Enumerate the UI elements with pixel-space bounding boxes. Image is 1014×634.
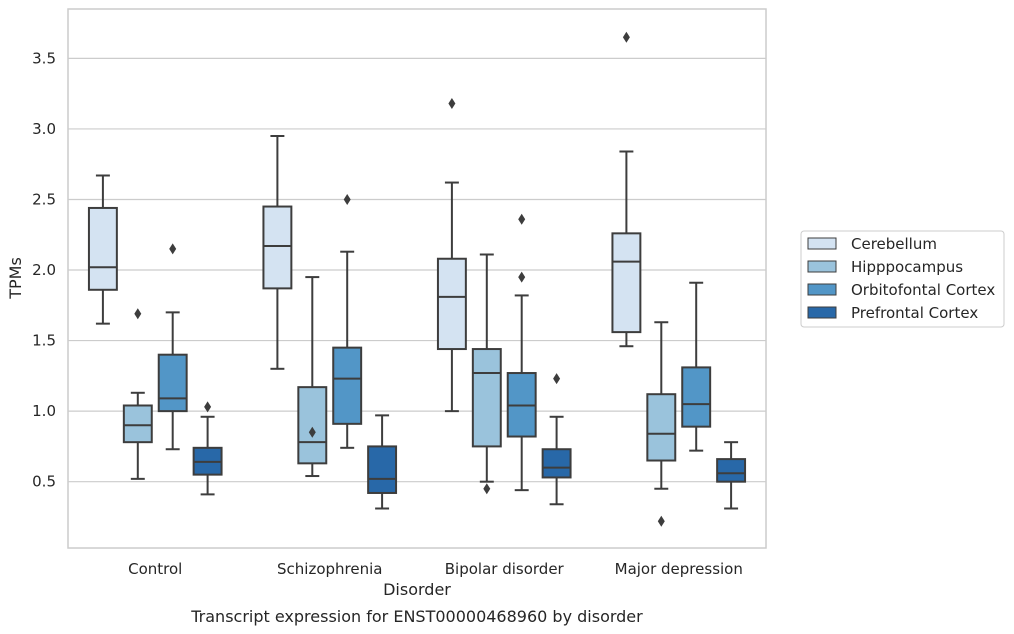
box-iqr [611, 232, 642, 334]
outlier-point [204, 401, 212, 413]
outlier-point [169, 243, 177, 255]
legend-label: Prefrontal Cortex [851, 304, 978, 322]
y-tick-label: 0.5 [32, 473, 56, 491]
box-prefrontal-cortex-schizophrenia [367, 414, 398, 510]
box-iqr [122, 404, 153, 444]
box-hipppocampus-schizophrenia [297, 276, 328, 478]
y-tick-label: 1.0 [32, 402, 56, 420]
outlier-point [657, 515, 665, 527]
box-iqr [436, 257, 467, 351]
outlier-point [518, 271, 526, 283]
plot-frame [67, 8, 767, 549]
legend-label: Hipppocampus [851, 258, 963, 276]
legend-frame [800, 230, 1005, 328]
x-tick-label: Schizophrenia [277, 560, 382, 578]
box-iqr [157, 353, 188, 413]
box-iqr [681, 366, 712, 428]
box-orbitofontal-cortex-control [157, 243, 188, 451]
legend-label: Orbitofontal Cortex [851, 281, 995, 299]
outlier-point [483, 483, 491, 495]
box-orbitofontal-cortex-major-depression [681, 281, 712, 452]
outlier-point [553, 373, 561, 385]
box-hipppocampus-control [122, 308, 153, 480]
box-series [87, 31, 747, 527]
box-cerebellum-control [87, 174, 118, 325]
box-iqr [541, 448, 572, 479]
box-orbitofontal-cortex-bipolar-disorder [506, 213, 537, 492]
outlier-point [448, 98, 456, 110]
legend-swatch [807, 260, 837, 273]
box-iqr [471, 348, 502, 448]
legend: Cerebellum Hipppocampus Orbitofontal Corte… [800, 230, 1005, 328]
y-tick-label: 2.0 [32, 261, 56, 279]
chart-caption: Transcript expression for ENST0000046896… [190, 607, 643, 626]
box-iqr [87, 206, 118, 291]
box-iqr [367, 445, 398, 494]
box-prefrontal-cortex-major-depression [716, 441, 747, 510]
legend-swatch [807, 283, 837, 296]
outlier-point [134, 308, 142, 320]
y-tick-labels: 0.5 1.0 1.5 2.0 2.5 3.0 3.5 [32, 49, 56, 490]
box-hipppocampus-major-depression [646, 321, 677, 527]
box-cerebellum-major-depression [611, 31, 642, 348]
y-tick-label: 3.0 [32, 120, 56, 138]
y-axis-label: TPMs [6, 257, 25, 300]
legend-label: Cerebellum [851, 235, 937, 253]
y-tick-label: 2.5 [32, 190, 56, 208]
box-prefrontal-cortex-control [192, 401, 223, 496]
y-tick-label: 3.5 [32, 49, 56, 67]
outlier-point [622, 31, 630, 43]
box-iqr [262, 205, 293, 290]
outlier-point [308, 426, 316, 438]
x-tick-label: Control [128, 560, 182, 578]
box-orbitofontal-cortex-schizophrenia [332, 193, 363, 449]
box-cerebellum-schizophrenia [262, 134, 293, 370]
x-tick-labels: Control Schizophrenia Bipolar disorder Majo… [128, 560, 743, 578]
legend-swatch [807, 306, 837, 319]
outlier-point [343, 193, 351, 205]
box-iqr [332, 346, 363, 425]
box-iqr [646, 393, 677, 462]
x-tick-label: Major depression [615, 560, 743, 578]
x-axis-label: Disorder [383, 580, 451, 599]
box-cerebellum-bipolar-disorder [436, 98, 467, 413]
box-iqr [716, 458, 747, 483]
outlier-point [518, 213, 526, 225]
y-tick-label: 1.5 [32, 332, 56, 350]
legend-swatch [807, 237, 837, 250]
box-prefrontal-cortex-bipolar-disorder [541, 373, 572, 506]
box-iqr [297, 386, 328, 465]
box-hipppocampus-bipolar-disorder [471, 253, 502, 495]
x-tick-label: Bipolar disorder [445, 560, 565, 578]
